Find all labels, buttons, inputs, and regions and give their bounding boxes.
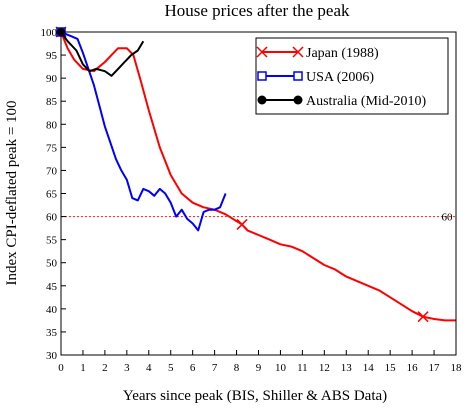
y-tick-label-12: 90 bbox=[46, 73, 58, 85]
y-tick-label-8: 70 bbox=[46, 165, 58, 177]
legend-label-0: Japan (1988) bbox=[306, 46, 379, 61]
y-tick-label-10: 80 bbox=[46, 119, 58, 131]
x-tick-label-2: 2 bbox=[102, 362, 108, 374]
legend-label-1: USA (2006) bbox=[306, 70, 374, 85]
legend-marker-0-0 bbox=[256, 46, 268, 58]
x-tick-label-5: 5 bbox=[168, 362, 174, 374]
marker-0-2 bbox=[417, 311, 429, 323]
x-tick-label-4: 4 bbox=[146, 362, 152, 374]
y-tick-label-1: 35 bbox=[46, 327, 58, 339]
y-tick-label-5: 55 bbox=[46, 235, 58, 247]
legend-marker-0-1 bbox=[292, 46, 304, 58]
x-tick-label-9: 9 bbox=[256, 362, 262, 374]
y-tick-label-6: 60 bbox=[46, 212, 58, 224]
y-tick-label-14: 100 bbox=[41, 27, 58, 39]
x-tick-label-12: 12 bbox=[319, 362, 330, 374]
y-tick-label-7: 65 bbox=[46, 189, 58, 201]
x-tick-label-0: 0 bbox=[58, 362, 64, 374]
y-tick-label-0: 30 bbox=[46, 350, 58, 362]
y-axis-label: Index CPI-deflated peak = 100 bbox=[4, 100, 20, 285]
legend: Japan (1988) USA (2006) Australia (Mid-201… bbox=[255, 37, 449, 115]
legend-marker-1-1 bbox=[293, 71, 303, 81]
axes: 0 1 2 3 4 5 6 7 8 9 10 11 12 13 14 15 16 17 18303540455055… bbox=[41, 27, 463, 374]
chart-title: House prices after the peak bbox=[164, 1, 350, 20]
legend-marker-2-1 bbox=[293, 95, 303, 105]
x-tick-label-7: 7 bbox=[212, 362, 218, 374]
legend-marker-2-0 bbox=[257, 95, 267, 105]
y-tick-label-13: 95 bbox=[46, 50, 58, 62]
x-tick-label-8: 8 bbox=[234, 362, 240, 374]
y-tick-label-3: 45 bbox=[46, 281, 58, 293]
plot-area: 60 bbox=[55, 26, 456, 323]
marker-0-1 bbox=[236, 218, 248, 230]
x-tick-label-11: 11 bbox=[297, 362, 308, 374]
x-tick-label-17: 17 bbox=[429, 362, 441, 374]
y-tick-label-2: 40 bbox=[46, 304, 58, 316]
x-tick-label-3: 3 bbox=[124, 362, 130, 374]
x-tick-label-18: 18 bbox=[451, 362, 463, 374]
series-line-1 bbox=[60, 31, 227, 232]
reference-line-label: 60 bbox=[442, 212, 454, 224]
series-line-2 bbox=[60, 31, 145, 77]
x-tick-label-16: 16 bbox=[407, 362, 419, 374]
x-tick-label-15: 15 bbox=[385, 362, 397, 374]
y-tick-label-4: 50 bbox=[46, 258, 58, 270]
y-tick-label-9: 75 bbox=[46, 142, 58, 154]
x-tick-label-1: 1 bbox=[80, 362, 86, 374]
x-axis-label: Years since peak (BIS, Shiller & ABS Dat… bbox=[123, 388, 387, 404]
x-tick-label-6: 6 bbox=[190, 362, 196, 374]
x-tick-label-14: 14 bbox=[363, 362, 375, 374]
legend-marker-1-0 bbox=[257, 71, 267, 81]
x-tick-label-13: 13 bbox=[341, 362, 353, 374]
x-tick-label-10: 10 bbox=[275, 362, 287, 374]
legend-label-2: Australia (Mid-2010) bbox=[306, 94, 426, 109]
y-tick-label-11: 85 bbox=[46, 96, 58, 108]
